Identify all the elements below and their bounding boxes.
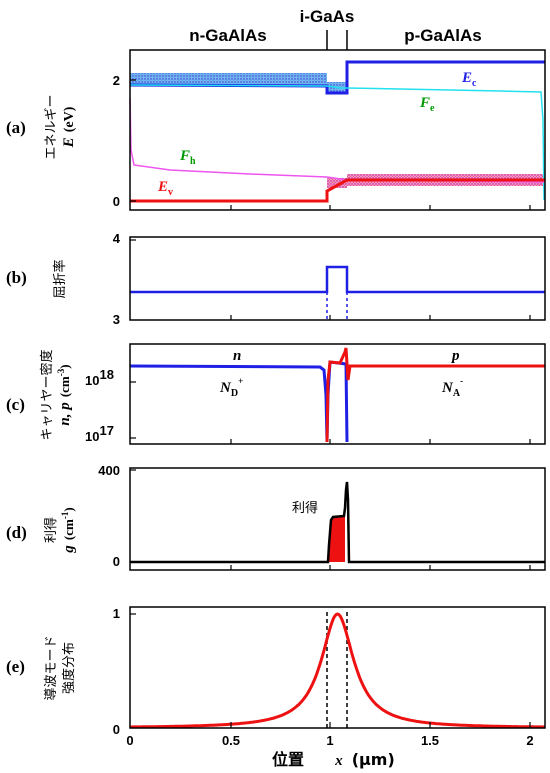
panel-b-tick-3: 3	[113, 312, 120, 327]
hole-fill-i	[327, 178, 347, 188]
panel-d-tick-400: 400	[98, 463, 120, 478]
panel-a-ylabel-var: E	[61, 137, 77, 148]
panel-c-carrier-density: (c) キャリヤー密度 n, p (cm-3) 1018 1017 n p ND…	[6, 343, 546, 445]
panel-b-ylabel-jp: 屈折率	[52, 259, 68, 298]
panel-e-ylabel-jp-2: 強度分布	[61, 642, 77, 694]
annot-fe: Fe	[419, 95, 435, 114]
panel-b-tick-4: 4	[113, 231, 121, 246]
annot-na: NA-	[441, 376, 463, 399]
panel-a-frame	[129, 49, 546, 211]
panel-e-tick-1: 1	[113, 606, 120, 621]
x-axis: 0 0.5 1 1.5 2 位置 x (μm)	[126, 733, 533, 769]
panel-d-tick-0: 0	[113, 554, 120, 569]
p-curve	[325, 347, 545, 443]
panel-d-label: (d)	[6, 523, 27, 542]
panel-d-frame	[129, 467, 546, 571]
panel-e-mode-profile: (e) 導波モード 強度分布 1 0	[6, 606, 546, 737]
panel-b-frame	[129, 236, 546, 321]
refractive-index-curve	[130, 265, 545, 294]
panel-c-ylabel: n, p (cm-3)	[54, 364, 73, 425]
x-tick-1: 1	[326, 733, 333, 748]
panel-a-tick-0: 0	[113, 194, 120, 209]
panel-c-ylabel-jp: キャリヤー密度	[39, 349, 55, 440]
panel-d-ylabel: g (cm-1)	[58, 507, 77, 553]
annot-nd: ND+	[219, 376, 243, 399]
panel-b-refractive-index: (b) 屈折率 4 3	[6, 231, 546, 327]
mode-intensity-curve	[130, 612, 545, 729]
panel-c-tick-1e17: 1017	[85, 423, 114, 444]
panel-c-frame	[129, 343, 546, 445]
panel-c-tick-1e18: 1018	[85, 367, 114, 388]
annot-p: p	[450, 348, 460, 364]
x-tick-0: 0	[126, 733, 133, 748]
gain-curve	[130, 481, 545, 564]
x-tick-1.5: 1.5	[421, 733, 439, 748]
panel-c-label: (c)	[6, 395, 25, 414]
panel-e-tick-0: 0	[113, 722, 120, 737]
panel-a-ylabel: E (eV)	[58, 106, 77, 148]
panel-a-ylabel-jp: エネルギー	[44, 94, 59, 159]
annot-fh: Fh	[179, 148, 196, 167]
panel-d-ylabel-jp: 利得	[43, 517, 59, 543]
x-tick-2: 2	[526, 733, 533, 748]
header-i-region: i-GaAs	[300, 7, 355, 26]
n-curve	[129, 360, 349, 443]
panel-b-label: (b)	[6, 268, 27, 287]
panel-a-ylabel-unit: (eV)	[62, 106, 77, 132]
panel-a-label: (a)	[6, 118, 26, 137]
annot-ev: Ev	[157, 179, 173, 198]
electron-fill-n	[130, 73, 327, 85]
x-tick-0.5: 0.5	[222, 733, 240, 748]
fh-curve	[129, 97, 546, 183]
panel-e-frame	[129, 606, 546, 729]
fe-curve	[129, 84, 545, 201]
panel-e-ylabel-jp-1: 導波モード	[44, 635, 59, 700]
panel-a-tick-2: 2	[113, 73, 120, 88]
panel-e-label: (e)	[6, 657, 25, 676]
header-n-region: n-GaAlAs	[189, 26, 266, 45]
x-axis-label: 位置 x (μm)	[272, 750, 395, 769]
annot-gain: 利得	[292, 500, 318, 516]
annot-ec: Ec	[461, 70, 477, 89]
panel-a-energy-band: (a) エネルギー E (eV) 2 0 Ec Fe Fh Ev	[6, 49, 546, 211]
gain-fill	[328, 516, 345, 562]
ev-curve	[130, 178, 545, 203]
annot-n: n	[233, 348, 241, 364]
panel-d-gain: (d) 利得 g (cm-1) 400 0 利得	[6, 463, 546, 571]
header-p-region: p-GaAlAs	[404, 26, 481, 45]
